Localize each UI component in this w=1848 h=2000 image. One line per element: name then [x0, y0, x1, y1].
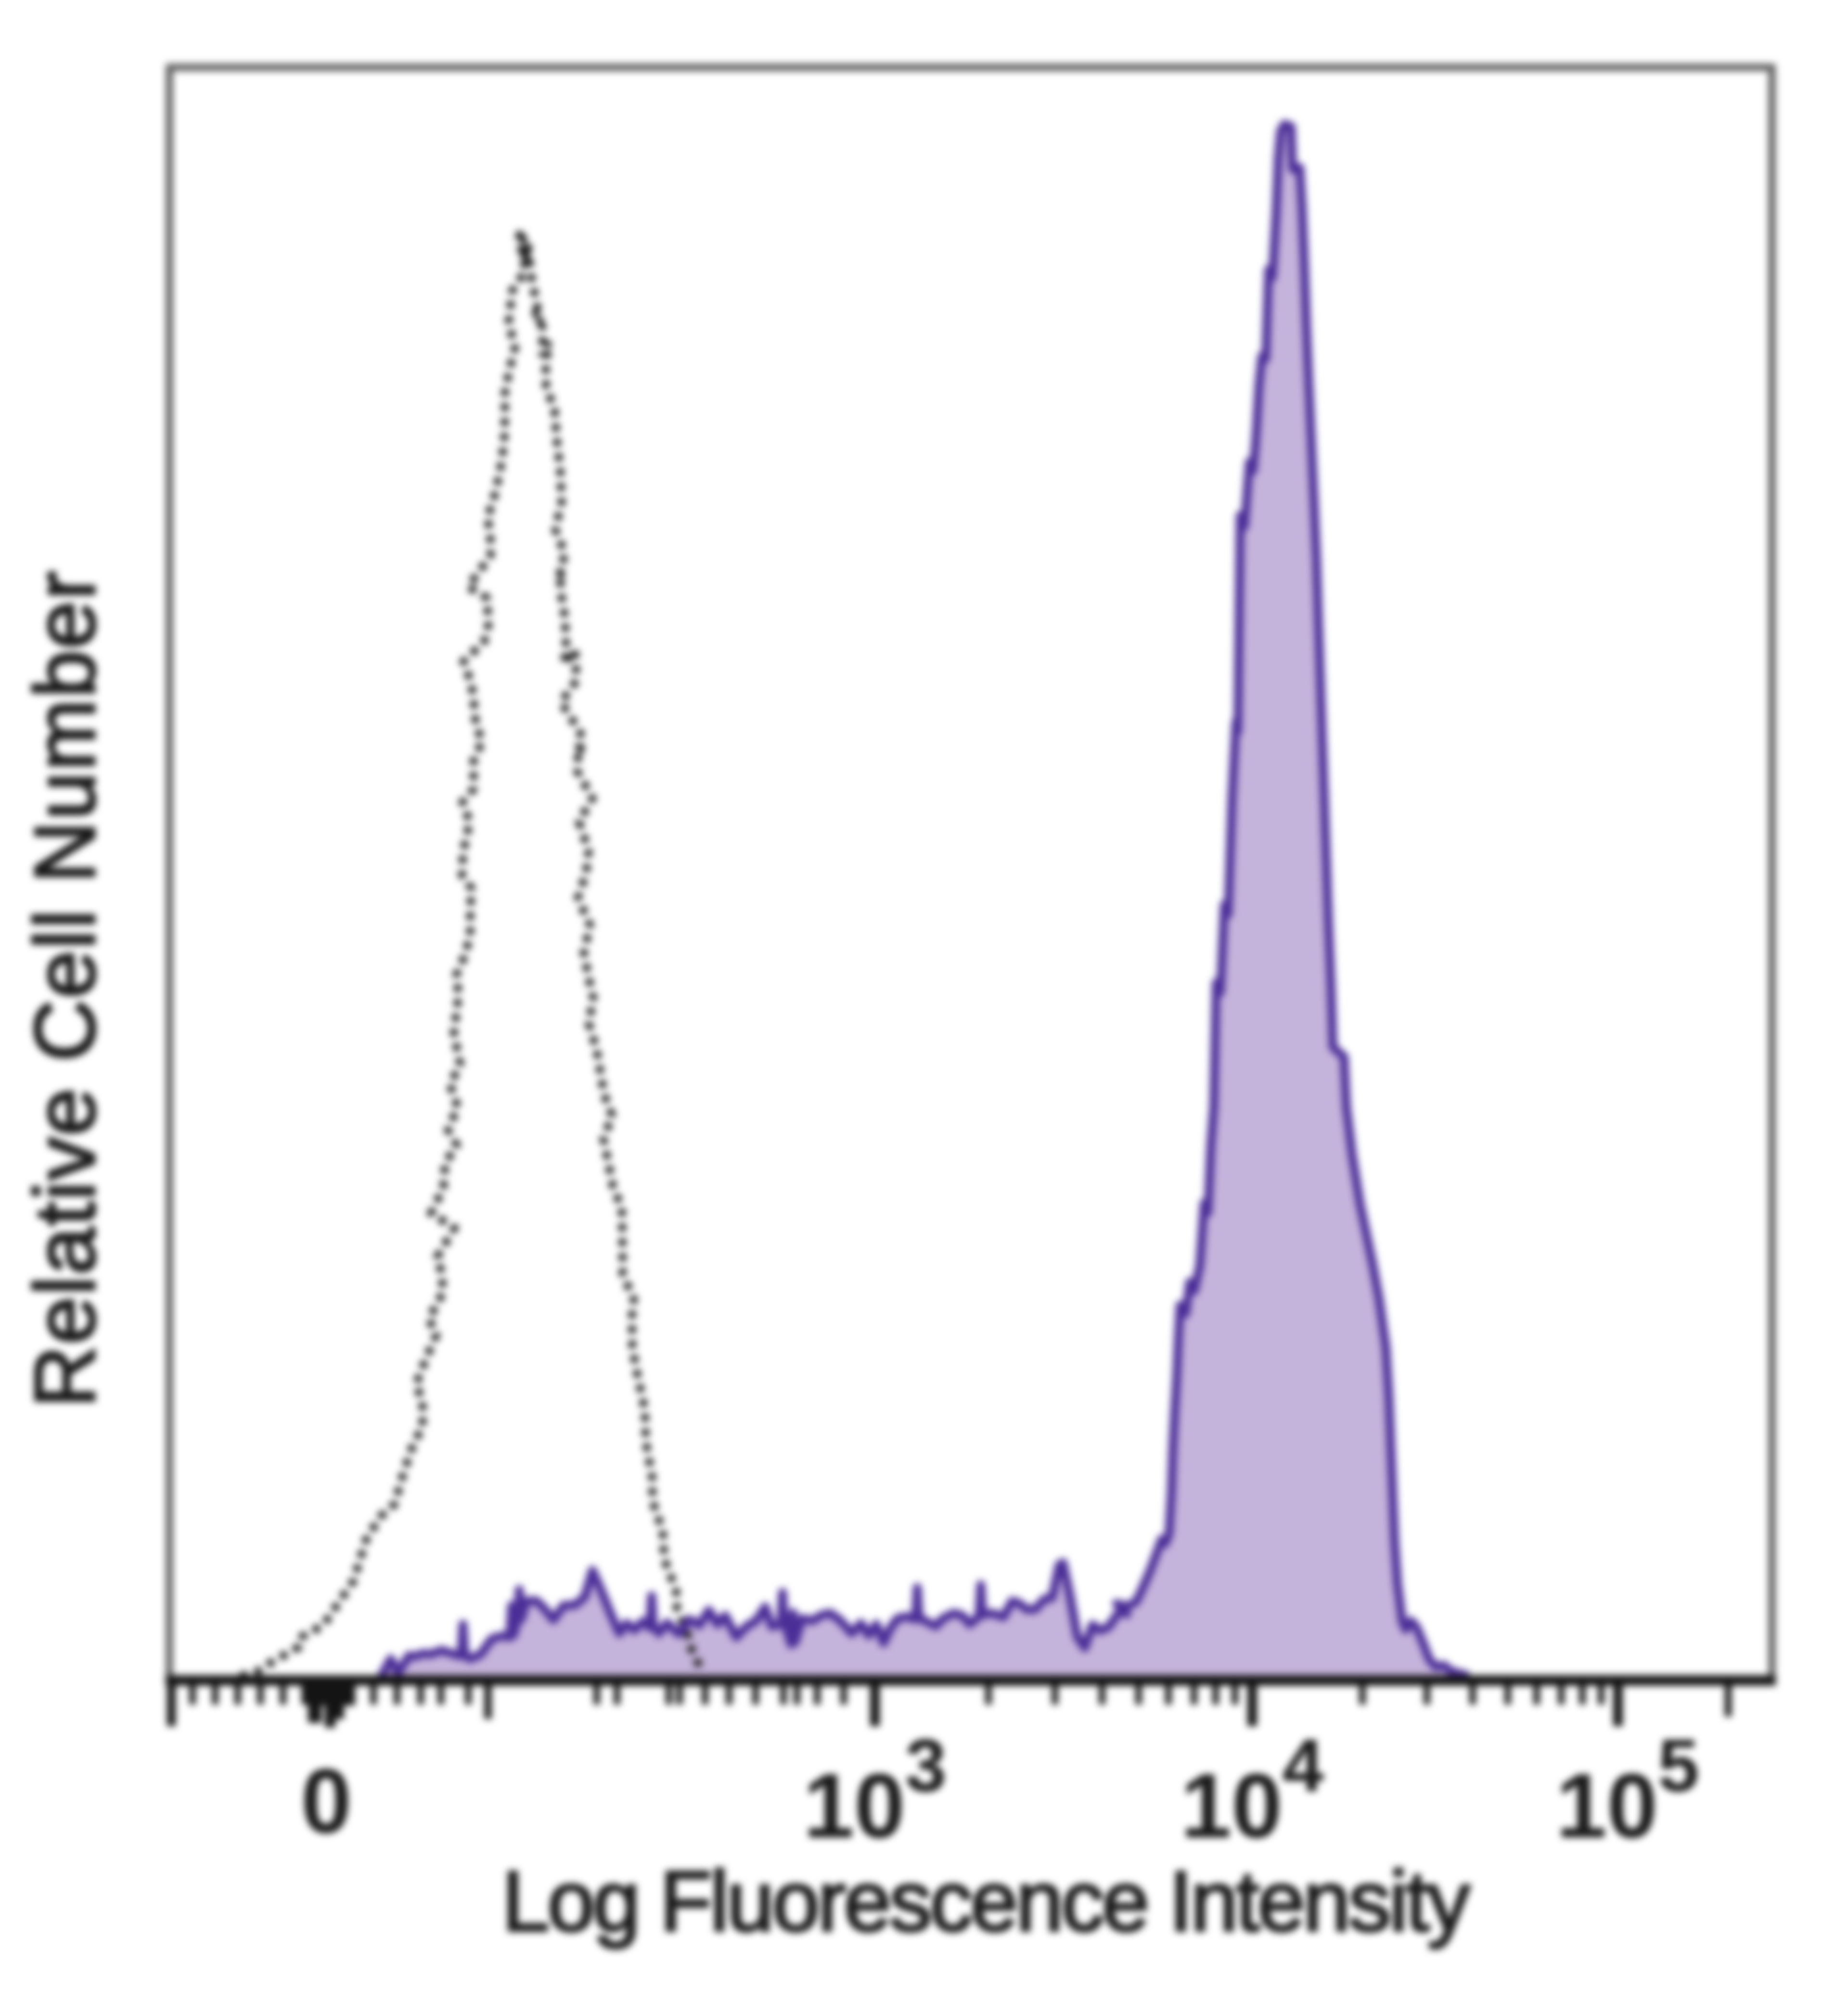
- svg-text:103: 103: [803, 1724, 947, 1857]
- svg-text:104: 104: [1181, 1724, 1324, 1857]
- svg-text:Relative Cell Number: Relative Cell Number: [17, 571, 113, 1408]
- svg-text:0: 0: [301, 1750, 352, 1852]
- svg-text:Log Fluorescence Intensity: Log Fluorescence Intensity: [502, 1853, 1470, 1949]
- svg-text:105: 105: [1556, 1724, 1699, 1857]
